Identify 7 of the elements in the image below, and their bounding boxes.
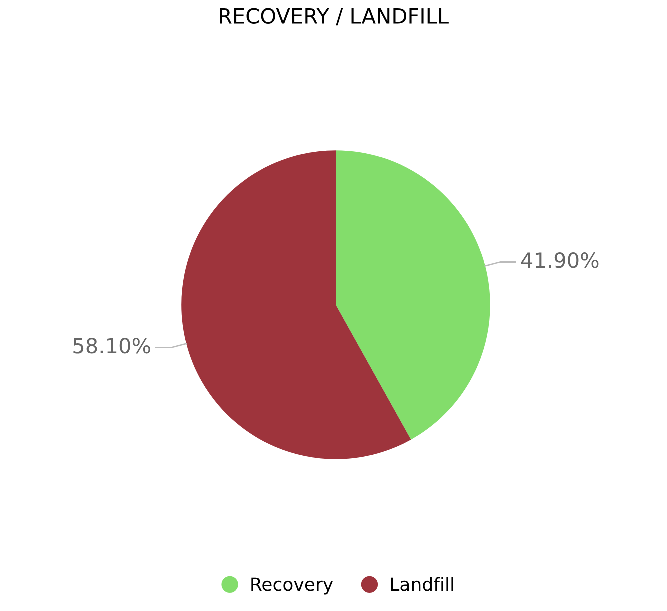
data-label: 58.10% bbox=[74, 338, 150, 354]
data-label: 41.90% bbox=[521, 252, 599, 268]
legend-label: Recovery bbox=[252, 578, 334, 595]
chart-title: RECOVERY / LANDFILL bbox=[220, 8, 449, 26]
pie-slice bbox=[182, 150, 412, 460]
pie-slice bbox=[336, 150, 490, 440]
legend-label: Landfill bbox=[391, 577, 454, 592]
